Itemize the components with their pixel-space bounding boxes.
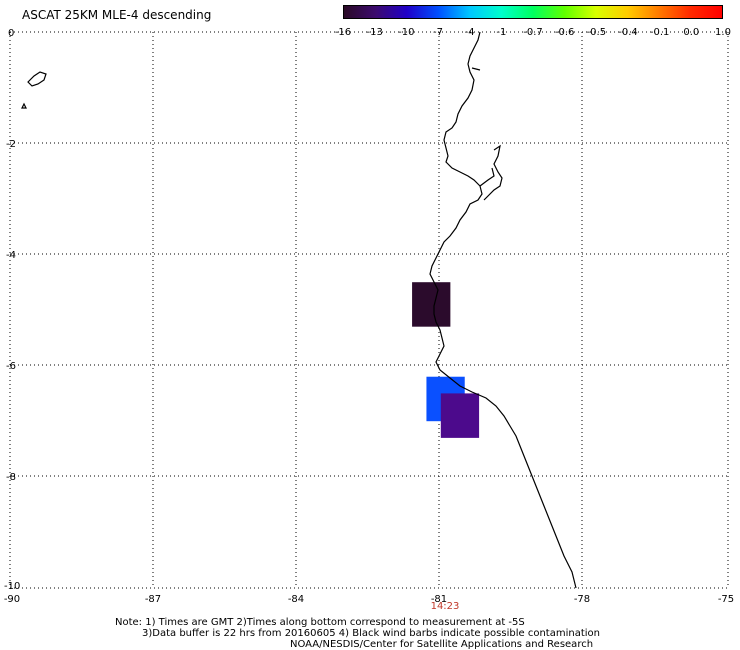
lat-label-5: -10 xyxy=(4,581,21,592)
island-galapagos xyxy=(27,71,47,87)
grid-lines xyxy=(10,32,728,588)
colorbar xyxy=(343,5,723,19)
lat-label-0: 0 xyxy=(8,28,15,39)
lat-label-4: -8 xyxy=(6,472,16,483)
lat-label-3: -6 xyxy=(6,361,16,372)
lon-label-4: -78 xyxy=(573,594,591,605)
data-cells xyxy=(412,282,480,438)
frame-lines xyxy=(9,31,729,589)
lat-label-1: -2 xyxy=(6,139,16,150)
lon-label-5: -75 xyxy=(717,594,735,605)
colorbar-label: -1 xyxy=(496,27,507,38)
lon-label-1: -87 xyxy=(144,594,162,605)
lon-label-0: -90 xyxy=(3,594,21,605)
colorbar-label: -0.5 xyxy=(586,27,607,38)
colorbar-label: -0.4 xyxy=(618,27,638,38)
data-cell xyxy=(440,393,480,438)
note-line-1: Note: 1) Times are GMT 2)Times along bot… xyxy=(115,617,525,628)
lon-label-3: -81 xyxy=(430,594,448,605)
island-small xyxy=(21,102,27,109)
map-title: ASCAT 25KM MLE-4 descending xyxy=(22,8,212,22)
coastline-gulf xyxy=(471,67,503,201)
note-line-2: 3)Data buffer is 22 hrs from 20160605 4)… xyxy=(142,628,600,639)
colorbar-label: -0.1 xyxy=(649,27,670,38)
coastline xyxy=(429,31,577,589)
lat-label-2: -4 xyxy=(6,250,16,261)
colorbar-label: -0.6 xyxy=(554,27,575,38)
lon-label-2: -84 xyxy=(287,594,305,605)
note-line-3: NOAA/NESDIS/Center for Satellite Applica… xyxy=(290,639,594,650)
data-cell xyxy=(412,282,451,327)
time-label: 14:23 xyxy=(430,601,460,612)
colorbar-label: -4 xyxy=(464,27,475,38)
colorbar-label: 0.0 xyxy=(683,27,700,38)
colorbar-label: -0.7 xyxy=(523,27,543,38)
